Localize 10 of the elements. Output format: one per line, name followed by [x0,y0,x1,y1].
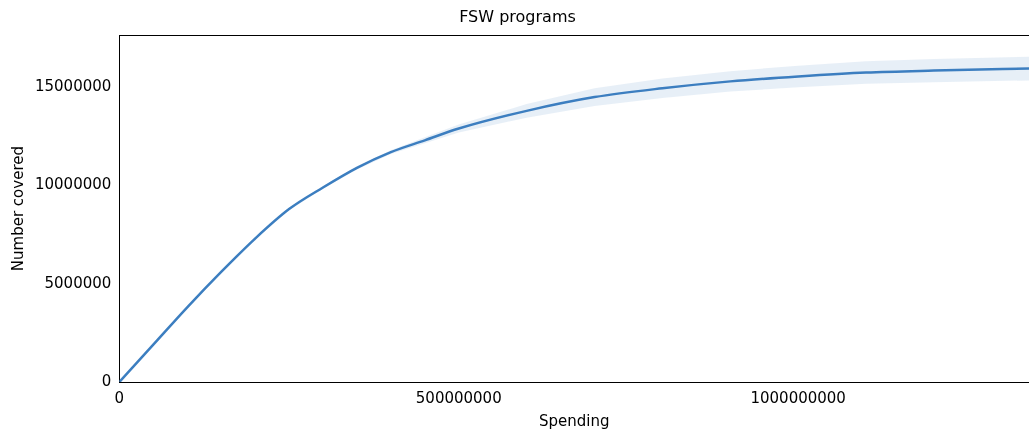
y-tick-label: 10000000 [34,175,112,194]
x-tick-label: 1000000000 [750,388,846,407]
x-tick-label: 500000000 [415,388,502,407]
chart-title: FSW programs [459,6,576,26]
x-axis-title: Spending [538,411,610,430]
y-tick-label: 5000000 [44,273,112,292]
y-tick-label: 15000000 [34,77,112,96]
x-tick-label: 0 [114,388,125,407]
y-axis-title: Number covered [8,146,27,272]
y-tick-label: 0 [101,371,112,390]
